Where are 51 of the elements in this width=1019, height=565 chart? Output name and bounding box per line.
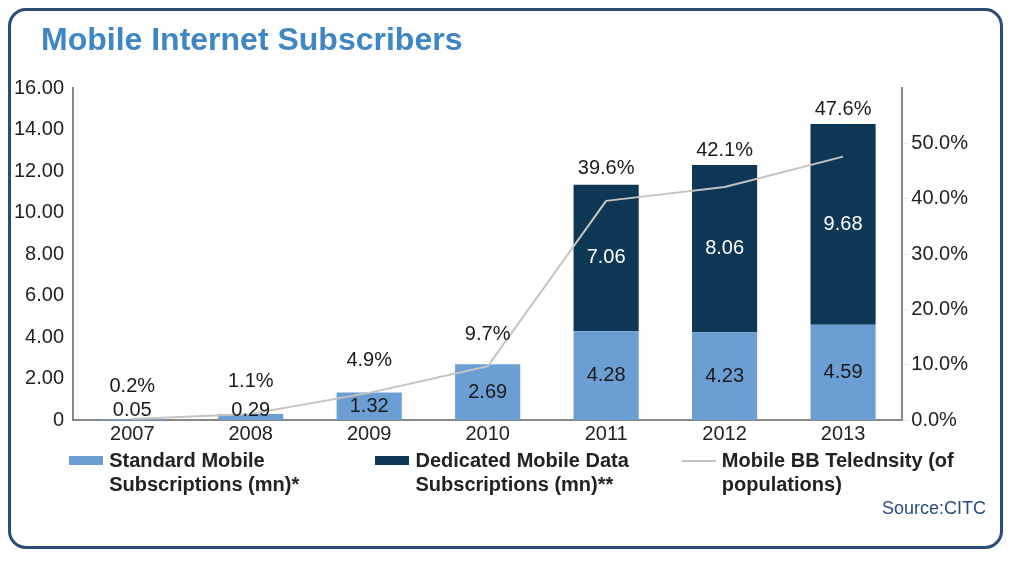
x-tick-label: 2007 [110,421,155,444]
x-tick-label: 2013 [820,421,866,444]
data-label: 39.6% [577,156,635,179]
y-tick-label: 10.00 [13,200,65,223]
x-tick-label: 2011 [584,421,628,444]
bar [692,164,758,333]
y2-tick-label: 0.0% [911,407,958,430]
bar [692,332,758,420]
y2-tick-label: 10.0% [911,352,969,375]
data-label: 4.9% [346,348,393,371]
bar [810,324,876,420]
chart-title: Mobile Internet Subscribers [40,20,464,58]
legend-label: Mobile BB Telednsity (of populations) [721,448,955,496]
y-tick-label: 14.00 [13,117,65,140]
data-label: 4.59 [823,359,863,382]
data-label: 0.2% [109,374,156,397]
y2-tick-label: 20.0% [911,296,969,319]
x-tick-label: 2009 [346,421,392,444]
data-label: 47.6% [814,97,872,120]
data-label: 4.28 [586,363,626,386]
y-tick-label: 16.00 [13,75,65,98]
data-label: 9.68 [823,211,863,234]
bar [573,184,639,332]
x-tick-label: 2008 [228,421,273,444]
legend-label: Standard Mobile Subscriptions (mn)* [109,448,301,496]
y-tick-label: 6.00 [25,283,65,306]
data-label: 42.1% [696,138,754,161]
y-tick-label: 12.00 [13,158,65,181]
data-label: 7.06 [586,245,626,268]
y2-tick-label: 30.0% [911,241,969,264]
data-label: 4.23 [705,363,745,386]
bar [810,123,876,325]
legend-label: Dedicated Mobile Data Subscriptions (mn)** [415,448,630,496]
bar [573,331,639,420]
data-label: 2.69 [468,379,508,402]
data-label: 9.7% [464,321,511,344]
source-note: Source:CITC [880,497,987,519]
y-tick-label: 2.00 [25,366,65,389]
x-tick-label: 2012 [702,421,747,444]
data-label: 8.06 [705,236,745,259]
y2-tick-label: 50.0% [911,130,969,153]
x-tick-label: 2010 [465,421,510,444]
y-tick-label: 0 [52,407,65,430]
y-tick-label: 4.00 [25,324,65,347]
data-label: 0.29 [231,397,271,420]
bar [455,364,521,420]
data-label: 0.05 [112,397,152,420]
y2-tick-label: 40.0% [911,186,969,209]
data-label: 1.1% [227,369,274,392]
data-label: 1.32 [349,393,389,416]
y-tick-label: 8.00 [25,241,65,264]
